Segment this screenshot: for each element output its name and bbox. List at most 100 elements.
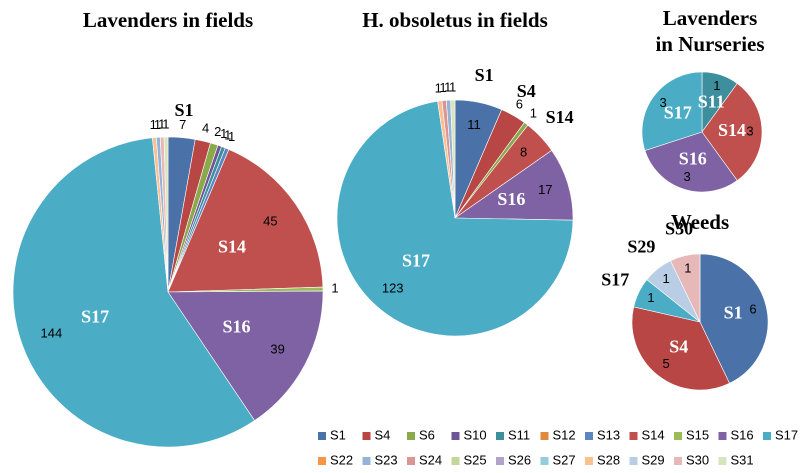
slice-name: S14 (718, 120, 746, 140)
legend-swatch (362, 432, 371, 440)
value-label: 45 (263, 213, 277, 228)
pie-slice (454, 149, 574, 221)
legend-label: S4 (375, 427, 391, 442)
value-label: 2 (214, 124, 221, 139)
slice-name: S30 (665, 218, 693, 238)
slice-name: S29 (627, 237, 655, 257)
legend-label: S13 (597, 427, 620, 442)
legend-swatch (718, 457, 727, 465)
value-label: 6 (749, 301, 756, 316)
pie-slice (670, 253, 701, 323)
slice-name: S4 (669, 337, 688, 357)
value-label: 17 (538, 182, 552, 197)
slice-name: S1 (724, 303, 743, 323)
pie-slice (631, 306, 730, 391)
slice-name: S17 (601, 269, 629, 289)
pie-slice (701, 83, 763, 181)
value-label: 1 (331, 280, 338, 295)
legend-swatch (540, 457, 549, 465)
value-label: 1 (154, 117, 161, 132)
value-label: 1 (530, 106, 537, 121)
legend-swatch (318, 457, 326, 465)
pie-slice (644, 131, 738, 193)
legend-label: S29 (642, 452, 665, 467)
legend-swatch (540, 432, 549, 440)
legend-swatch (585, 457, 593, 465)
pie-slice (167, 149, 324, 293)
slice-name: S1 (475, 65, 494, 85)
pie-slice (167, 290, 324, 421)
legend-swatch (496, 432, 504, 440)
chart-title: H. obsoletus in fields (362, 8, 548, 32)
slice-name: S14 (546, 107, 574, 127)
value-label: 6 (516, 96, 523, 111)
legend-swatch (407, 457, 415, 465)
legend-swatch (674, 432, 682, 440)
legend-label: S16 (731, 427, 754, 442)
slice-name: S11 (698, 92, 725, 112)
slice-name: S16 (679, 149, 707, 169)
legend-swatch (629, 457, 638, 465)
value-label: 3 (684, 169, 691, 184)
value-label: 1 (439, 80, 446, 95)
value-label: 1 (662, 271, 669, 286)
pie-slice (641, 71, 703, 151)
value-label: 1 (224, 127, 231, 142)
legend-label: S30 (686, 452, 709, 467)
pie-slice (450, 99, 456, 219)
legend-swatch (407, 432, 415, 440)
value-label: 1 (228, 129, 235, 144)
value-label: 8 (520, 145, 527, 160)
legend-label: S22 (330, 452, 353, 467)
legend-swatch (674, 457, 682, 465)
value-label: 1 (684, 260, 691, 275)
value-label: 39 (270, 341, 284, 356)
legend-label: S1 (330, 427, 346, 442)
value-label: 1 (220, 126, 227, 141)
value-label: 7 (179, 117, 186, 132)
value-label: 1 (647, 290, 654, 305)
legend-label: S17 (775, 427, 798, 442)
legend-label: S15 (686, 427, 709, 442)
legend-swatch (629, 432, 638, 440)
legend-label: S10 (464, 427, 487, 442)
legend-swatch (362, 457, 371, 465)
pie-slice (336, 100, 574, 337)
pie-slice (163, 136, 169, 293)
slice-name: S17 (402, 250, 430, 270)
value-label: 1 (150, 117, 157, 132)
value-label: 4 (202, 121, 209, 136)
value-label: 1 (444, 80, 451, 95)
legend-swatch (718, 432, 727, 440)
chart-title: Lavenders (663, 6, 758, 30)
value-label: 1 (162, 116, 169, 131)
slice-name: S16 (223, 316, 251, 336)
pie-slice (699, 253, 769, 384)
value-label: 3 (660, 95, 667, 110)
slice-name: S1 (174, 100, 193, 120)
value-label: 123 (382, 280, 404, 295)
value-label: 3 (746, 123, 753, 138)
legend-label: S11 (508, 427, 530, 442)
legend-label: S6 (419, 427, 435, 442)
pie-slice (12, 137, 256, 448)
chart-title: Lavenders in fields (83, 8, 253, 32)
legend-label: S23 (375, 452, 398, 467)
value-label: 1 (449, 79, 456, 94)
value-label: 1 (435, 81, 442, 96)
legend-label: S14 (642, 427, 665, 442)
value-label: 144 (41, 326, 63, 341)
slice-name: S4 (517, 81, 536, 101)
legend-swatch (763, 432, 771, 440)
legend-label: S24 (419, 452, 442, 467)
legend-label: S25 (464, 452, 487, 467)
legend-label: S12 (553, 427, 576, 442)
value-label: 5 (662, 356, 669, 371)
slice-name: S14 (218, 236, 246, 256)
legend-swatch (451, 457, 460, 465)
legend-swatch (318, 432, 326, 440)
legend-swatch (585, 432, 593, 440)
value-label: 11 (467, 117, 481, 132)
chart-title: Weeds (671, 210, 729, 234)
